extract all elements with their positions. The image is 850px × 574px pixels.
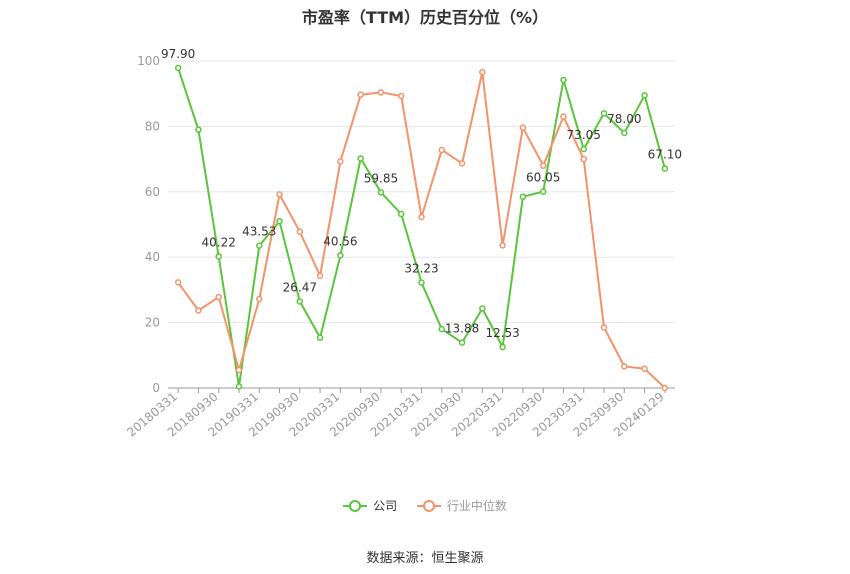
data-point: [296, 228, 304, 235]
data-point: [195, 307, 202, 314]
data-label: 13.88: [445, 322, 479, 336]
legend: 公司 行业中位数: [0, 497, 850, 516]
data-label: 32.23: [404, 262, 438, 276]
data-point: [458, 339, 466, 346]
data-point: [174, 279, 182, 286]
data-labels: 97.90 40.22 43.53 26.47 40.56 59.85 32.23 13.88…: [161, 47, 682, 340]
chart-title: 市盈率（TTM）历史百分位（%）: [301, 8, 549, 27]
y-tick-label: 60: [145, 185, 160, 199]
data-point: [276, 217, 283, 225]
data-point: [377, 189, 385, 196]
data-point: [296, 298, 304, 305]
data-point: [600, 324, 608, 331]
y-axis-ticks: 0 20 40 60 80 100: [137, 54, 160, 395]
data-label: 73.05: [567, 128, 601, 142]
data-point: [256, 242, 263, 249]
data-point: [337, 252, 344, 259]
data-label: 59.85: [364, 171, 398, 185]
data-point: [519, 124, 527, 131]
data-point: [479, 68, 486, 76]
data-point: [661, 384, 669, 392]
data-label: 60.05: [526, 171, 560, 185]
data-point: [418, 279, 425, 286]
data-point: [621, 129, 628, 137]
data-point: [316, 334, 324, 341]
series-industry-median: [174, 68, 669, 392]
data-point: [560, 76, 567, 84]
legend-swatch-company: [343, 499, 368, 513]
legend-label-industry-median: 行业中位数: [446, 499, 507, 513]
data-point: [215, 293, 222, 301]
data-point: [479, 305, 486, 312]
data-point: [438, 325, 446, 333]
legend-item-industry-median[interactable]: 行业中位数: [416, 497, 507, 514]
data-point: [256, 295, 263, 303]
data-point: [519, 193, 527, 200]
data-point: [357, 91, 364, 98]
data-point: [641, 365, 648, 372]
data-label: 40.22: [202, 235, 236, 249]
data-point: [580, 155, 587, 163]
data-point: [560, 113, 567, 120]
data-label: 26.47: [283, 280, 317, 294]
series-company: [174, 64, 669, 390]
data-point: [235, 383, 243, 390]
data-point: [438, 146, 446, 154]
data-point: [418, 213, 425, 221]
data-label: 12.53: [485, 326, 519, 340]
data-point: [539, 188, 547, 195]
data-point: [174, 64, 182, 72]
data-point: [580, 145, 587, 153]
data-point: [499, 343, 506, 351]
series-layer: [174, 64, 669, 392]
grid-lines: [168, 60, 675, 324]
data-label: 97.90: [161, 47, 195, 61]
data-point: [661, 165, 669, 172]
data-point: [316, 272, 324, 280]
legend-label-company: 公司: [373, 499, 398, 513]
legend-swatch-industry-median: [416, 499, 441, 513]
data-label: 40.56: [323, 234, 357, 248]
data-point: [215, 253, 222, 260]
y-tick-label: 0: [152, 381, 160, 395]
data-point: [499, 242, 506, 249]
data-point: [357, 155, 364, 162]
data-label: 67.10: [648, 148, 682, 162]
data-point: [539, 162, 547, 169]
data-label: 43.53: [242, 225, 276, 239]
data-point: [337, 158, 344, 165]
y-tick-label: 80: [145, 119, 160, 133]
y-tick-label: 100: [137, 54, 160, 68]
data-point: [600, 110, 608, 117]
data-point: [377, 89, 385, 96]
legend-item-company[interactable]: 公司: [343, 497, 397, 514]
data-point: [276, 191, 283, 198]
data-point: [235, 366, 243, 374]
source-note: 数据来源：恒生聚源: [366, 551, 484, 566]
data-point: [397, 210, 405, 218]
data-point: [397, 92, 405, 100]
x-axis: 2018033120180930201903312019093020200331…: [124, 387, 675, 440]
y-tick-label: 20: [145, 316, 160, 330]
data-point: [195, 126, 202, 133]
data-label: 78.00: [607, 112, 641, 126]
data-point: [621, 363, 628, 370]
data-point: [458, 160, 466, 167]
y-tick-label: 40: [145, 250, 160, 264]
data-point: [641, 92, 648, 99]
